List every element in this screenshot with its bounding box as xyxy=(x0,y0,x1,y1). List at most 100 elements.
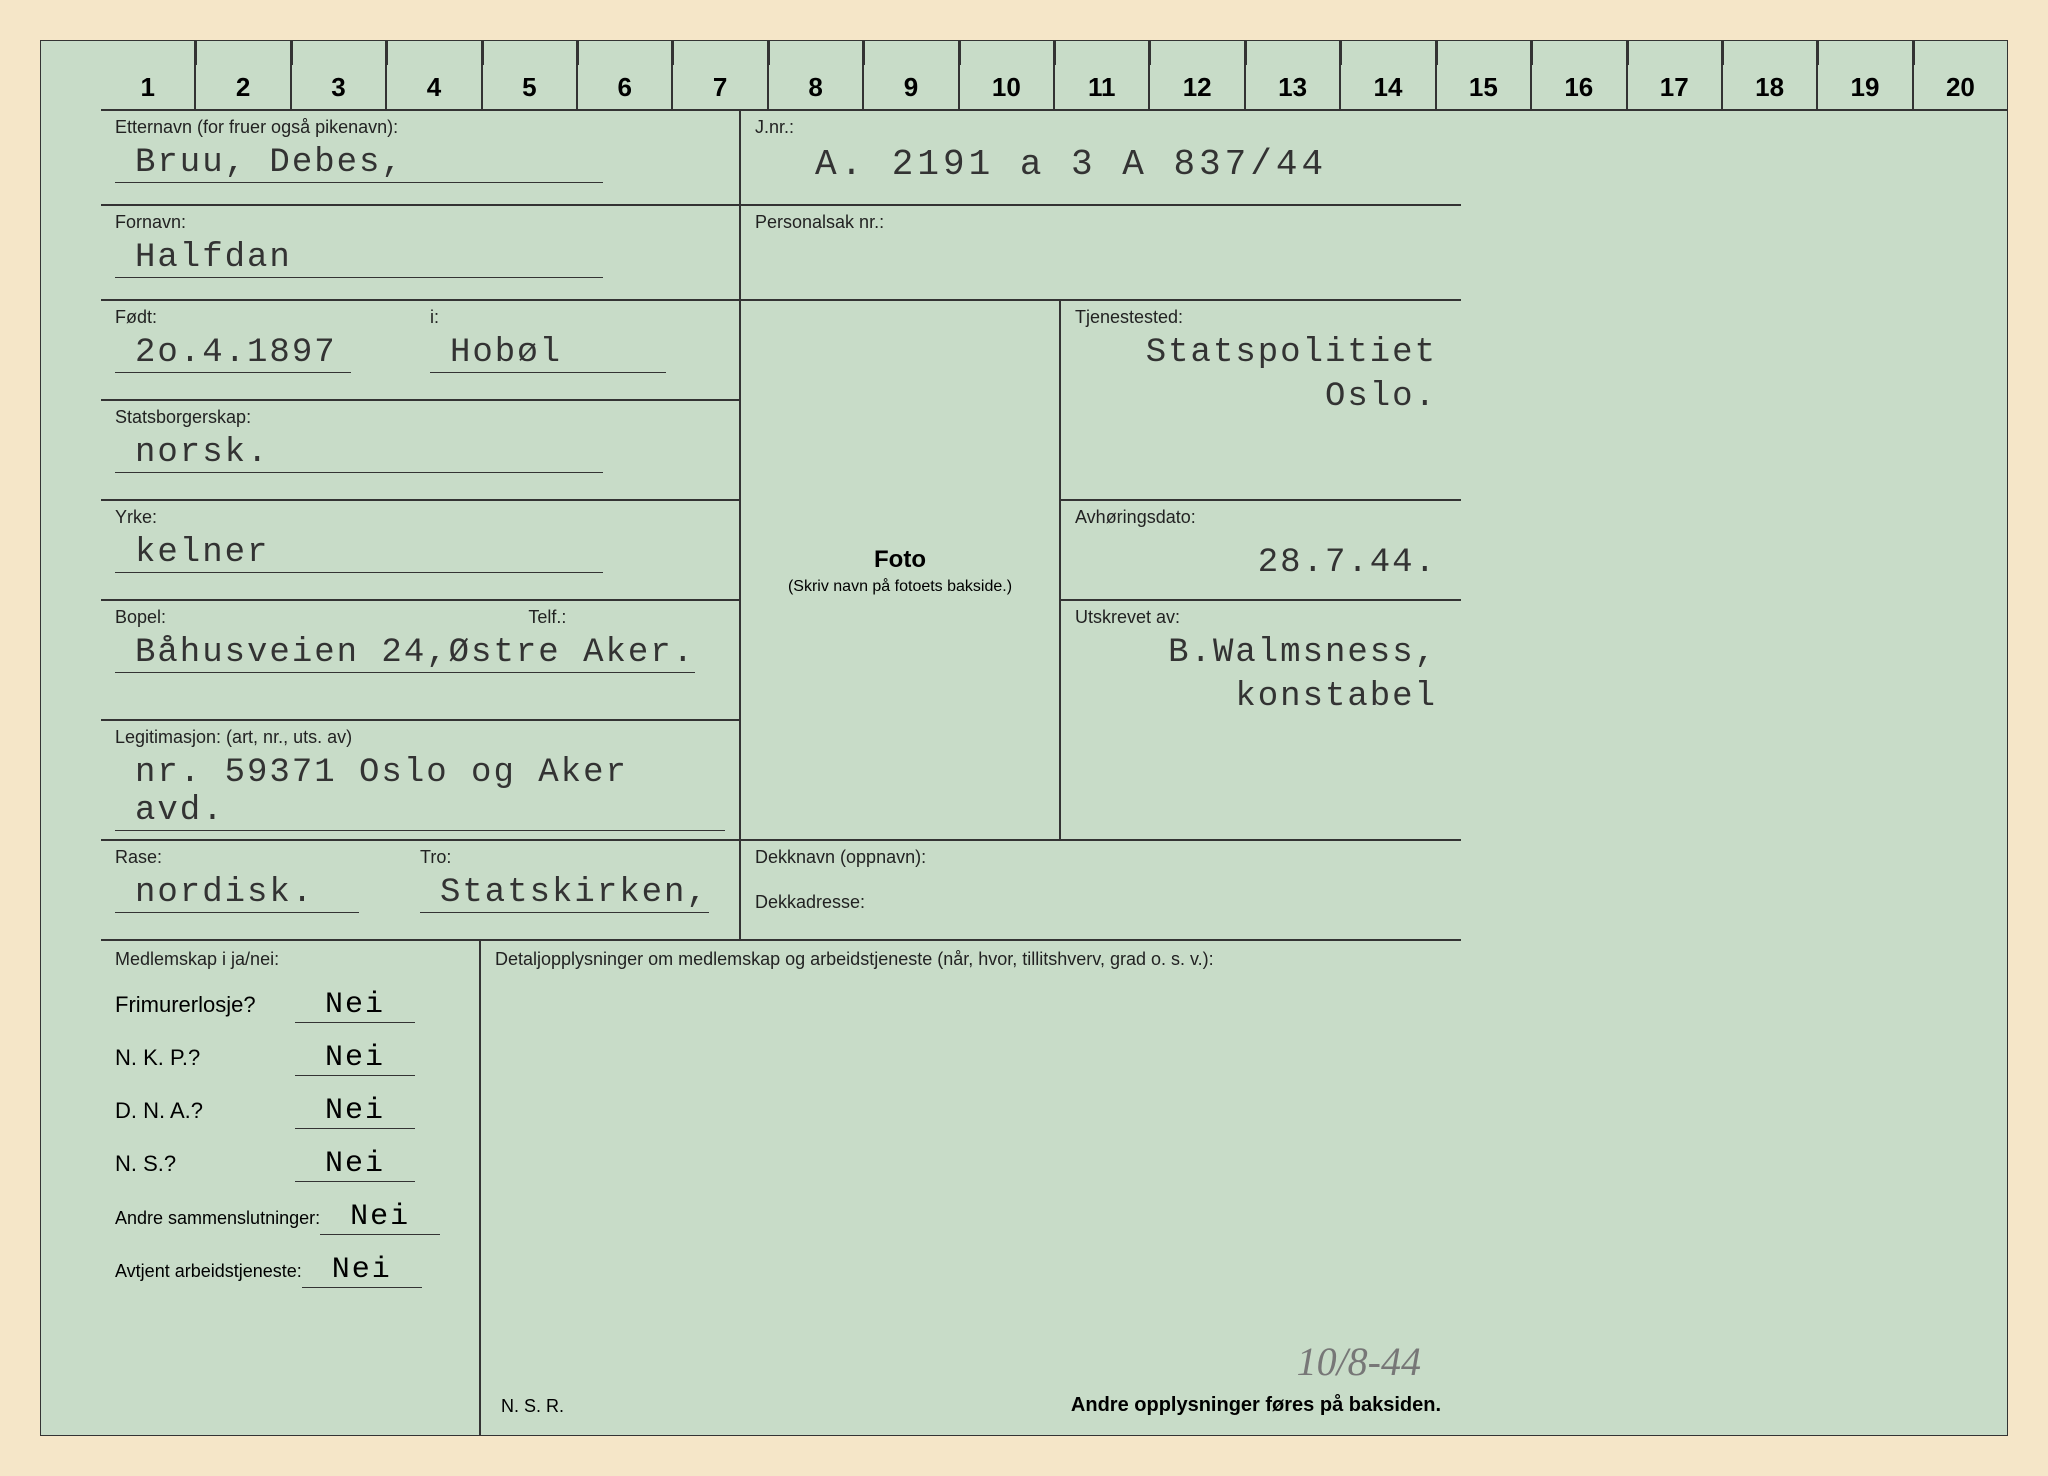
label-fodt-i: i: xyxy=(430,307,725,328)
label-jnr: J.nr.: xyxy=(755,117,1447,138)
ruler-cell: 7 xyxy=(671,41,766,109)
member-row-nkp: N. K. P.? Nei xyxy=(115,1041,465,1076)
label-ns: N. S.? xyxy=(115,1151,295,1177)
member-row-andre: Andre sammenslutninger: Nei xyxy=(115,1200,465,1235)
value-fodt: 2o.4.1897 xyxy=(115,334,351,373)
field-avhoringsdato: Avhøringsdato: 28.7.44. xyxy=(1061,501,1461,601)
label-etternavn: Etternavn (for fruer også pikenavn): xyxy=(115,117,725,138)
value-yrke: kelner xyxy=(115,534,603,573)
footer-note: Andre opplysninger føres på baksiden. xyxy=(1071,1394,1441,1417)
value-tjenestested2: Oslo. xyxy=(1075,378,1447,416)
label-tro: Tro: xyxy=(420,847,725,868)
label-detalj: Detaljopplysninger om medlemskap og arbe… xyxy=(495,949,1447,970)
field-dekknavn: Dekknavn (oppnavn): Dekkadresse: xyxy=(741,841,1461,941)
label-avhoringsdato: Avhøringsdato: xyxy=(1075,507,1447,528)
label-legit: Legitimasjon: (art, nr., uts. av) xyxy=(115,727,725,748)
registration-card: 1 2 3 4 5 6 7 8 9 10 11 12 13 14 15 16 1… xyxy=(40,40,2008,1436)
field-utskrevet: Utskrevet av: B.Walmsness, konstabel xyxy=(1061,601,1461,841)
member-row-dna: D. N. A.? Nei xyxy=(115,1094,465,1129)
label-avtjent: Avtjent arbeidstjeneste: xyxy=(115,1262,302,1282)
value-utskrevet1: B.Walmsness, xyxy=(1075,634,1447,672)
label-dekkadresse: Dekkadresse: xyxy=(755,892,1447,913)
card-outer: Til Rikspersonalregisteret for anmeldte.… xyxy=(0,0,2048,1476)
value-andre: Nei xyxy=(320,1200,440,1235)
label-bopel: Bopel: xyxy=(115,607,508,628)
value-avhoringsdato: 28.7.44. xyxy=(1075,544,1447,582)
ruler-cell: 5 xyxy=(481,41,576,109)
label-foto-sub: (Skriv navn på fotoets bakside.) xyxy=(788,578,1012,596)
label-personalsak: Personalsak nr.: xyxy=(755,212,1447,233)
label-dna: D. N. A.? xyxy=(115,1098,295,1124)
field-fornavn: Fornavn: Halfdan xyxy=(101,206,741,301)
value-bopel: Båhusveien 24,Østre Aker. xyxy=(115,634,695,673)
field-statsborger: Statsborgerskap: norsk. xyxy=(101,401,741,501)
field-etternavn: Etternavn (for fruer også pikenavn): Bru… xyxy=(101,111,741,206)
value-tjenestested1: Statspolitiet xyxy=(1075,334,1447,372)
bottom-section: Medlemskap i ja/nei: Frimurerlosje? Nei … xyxy=(101,941,1461,1435)
ruler-cell: 12 xyxy=(1148,41,1243,109)
label-andre: Andre sammenslutninger: xyxy=(115,1209,320,1229)
field-legit: Legitimasjon: (art, nr., uts. av) nr. 59… xyxy=(101,721,741,841)
field-bopel: Bopel: Telf.: Båhusveien 24,Østre Aker. xyxy=(101,601,741,721)
label-utskrevet: Utskrevet av: xyxy=(1075,607,1447,628)
ruler-cell: 15 xyxy=(1435,41,1530,109)
ruler-cell: 19 xyxy=(1816,41,1911,109)
member-row-avtjent: Avtjent arbeidstjeneste: Nei xyxy=(115,1253,465,1288)
field-yrke: Yrke: kelner xyxy=(101,501,741,601)
value-legit: nr. 59371 Oslo og Aker avd. xyxy=(115,754,725,831)
value-ns: Nei xyxy=(295,1147,415,1182)
value-rase: nordisk. xyxy=(115,874,359,913)
label-fornavn: Fornavn: xyxy=(115,212,725,233)
value-avtjent: Nei xyxy=(302,1253,422,1288)
ruler-cell: 6 xyxy=(576,41,671,109)
field-fodt: Født: 2o.4.1897 i: Hobøl xyxy=(101,301,741,401)
details-section: Detaljopplysninger om medlemskap og arbe… xyxy=(481,941,1461,1435)
ruler-cell: 9 xyxy=(862,41,957,109)
label-foto: Foto xyxy=(874,546,926,574)
ruler-cell: 13 xyxy=(1244,41,1339,109)
label-medlemskap: Medlemskap i ja/nei: xyxy=(115,949,465,970)
ruler-cell: 11 xyxy=(1053,41,1148,109)
value-frimurer: Nei xyxy=(295,988,415,1023)
ruler-cell: 14 xyxy=(1339,41,1434,109)
ruler-cell: 2 xyxy=(194,41,289,109)
field-rase: Rase: nordisk. Tro: Statskirken, xyxy=(101,841,741,941)
main-grid: Etternavn (for fruer også pikenavn): Bru… xyxy=(101,111,2007,1435)
ruler: 1 2 3 4 5 6 7 8 9 10 11 12 13 14 15 16 1… xyxy=(101,41,2007,111)
ruler-cell: 3 xyxy=(290,41,385,109)
value-dna: Nei xyxy=(295,1094,415,1129)
value-utskrevet2: konstabel xyxy=(1075,678,1447,716)
field-jnr: J.nr.: A. 2191 a 3 A 837/44 xyxy=(741,111,1461,206)
label-statsborger: Statsborgerskap: xyxy=(115,407,725,428)
ruler-cell: 16 xyxy=(1530,41,1625,109)
value-jnr: A. 2191 a 3 A 837/44 xyxy=(755,144,1447,185)
value-fodt-i: Hobøl xyxy=(430,334,666,373)
label-yrke: Yrke: xyxy=(115,507,725,528)
ruler-cell: 1 xyxy=(101,41,194,109)
ruler-cell: 4 xyxy=(385,41,480,109)
ruler-cell: 17 xyxy=(1626,41,1721,109)
value-nkp: Nei xyxy=(295,1041,415,1076)
ruler-cell: 18 xyxy=(1721,41,1816,109)
value-fornavn: Halfdan xyxy=(115,239,603,278)
field-foto: Foto (Skriv navn på fotoets bakside.) xyxy=(741,301,1061,841)
member-row-ns: N. S.? Nei xyxy=(115,1147,465,1182)
ruler-cell: 8 xyxy=(767,41,862,109)
label-frimurer: Frimurerlosje? xyxy=(115,992,295,1018)
label-tjenestested: Tjenestested: xyxy=(1075,307,1447,328)
member-row-frimurer: Frimurerlosje? Nei xyxy=(115,988,465,1023)
ruler-cell: 20 xyxy=(1912,41,2007,109)
value-statsborger: norsk. xyxy=(115,434,603,473)
ruler-cell: 10 xyxy=(958,41,1053,109)
label-dekknavn: Dekknavn (oppnavn): xyxy=(755,847,1447,868)
label-rase: Rase: xyxy=(115,847,420,868)
label-fodt: Født: xyxy=(115,307,410,328)
label-nkp: N. K. P.? xyxy=(115,1045,295,1071)
label-nsr: N. S. R. xyxy=(501,1396,564,1417)
membership-section: Medlemskap i ja/nei: Frimurerlosje? Nei … xyxy=(101,941,481,1435)
value-tro: Statskirken, xyxy=(420,874,709,913)
field-personalsak: Personalsak nr.: xyxy=(741,206,1461,301)
handwritten-date: 10/8-44 xyxy=(1297,1338,1421,1385)
value-etternavn: Bruu, Debes, xyxy=(115,144,603,183)
label-telf: Telf.: xyxy=(528,607,725,628)
